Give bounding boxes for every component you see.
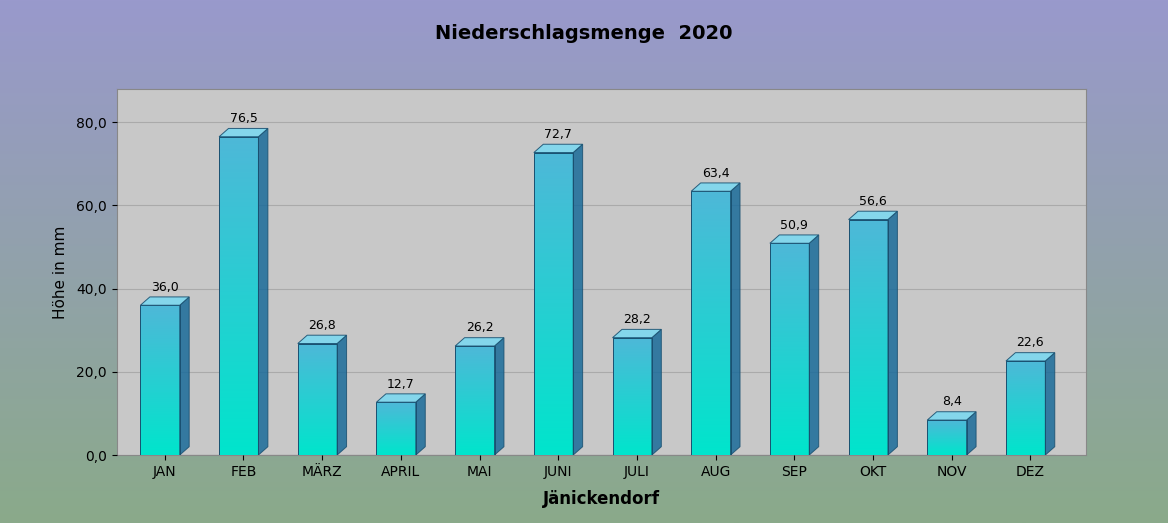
Text: 26,2: 26,2 (466, 321, 493, 334)
Text: 36,0: 36,0 (151, 281, 179, 293)
Polygon shape (888, 211, 897, 455)
Text: 72,7: 72,7 (544, 128, 572, 141)
Polygon shape (573, 144, 583, 455)
Polygon shape (376, 394, 425, 402)
Polygon shape (691, 183, 741, 191)
Polygon shape (1045, 353, 1055, 455)
Polygon shape (180, 297, 189, 455)
Polygon shape (652, 329, 661, 455)
Text: 50,9: 50,9 (780, 219, 808, 232)
Polygon shape (534, 144, 583, 153)
Polygon shape (220, 129, 267, 137)
Text: 56,6: 56,6 (860, 195, 887, 208)
Text: 12,7: 12,7 (387, 378, 415, 391)
Polygon shape (967, 412, 976, 455)
Polygon shape (849, 211, 897, 220)
Polygon shape (416, 394, 425, 455)
Text: Niederschlagsmenge  2020: Niederschlagsmenge 2020 (436, 24, 732, 42)
Polygon shape (770, 235, 819, 243)
Text: 76,5: 76,5 (230, 112, 257, 125)
Polygon shape (927, 412, 976, 420)
Polygon shape (1006, 353, 1055, 361)
Polygon shape (730, 183, 741, 455)
Polygon shape (494, 338, 503, 455)
X-axis label: Jänickendorf: Jänickendorf (543, 490, 660, 508)
Polygon shape (298, 335, 347, 344)
Text: 63,4: 63,4 (702, 167, 730, 179)
Text: 28,2: 28,2 (623, 313, 651, 326)
Polygon shape (140, 297, 189, 305)
Text: 22,6: 22,6 (1016, 336, 1044, 349)
Polygon shape (338, 335, 347, 455)
Text: 26,8: 26,8 (308, 319, 336, 332)
Y-axis label: Höhe in mm: Höhe in mm (53, 225, 68, 319)
Polygon shape (809, 235, 819, 455)
Text: 8,4: 8,4 (941, 395, 961, 408)
Polygon shape (612, 329, 661, 338)
Polygon shape (258, 129, 267, 455)
Polygon shape (456, 338, 503, 346)
